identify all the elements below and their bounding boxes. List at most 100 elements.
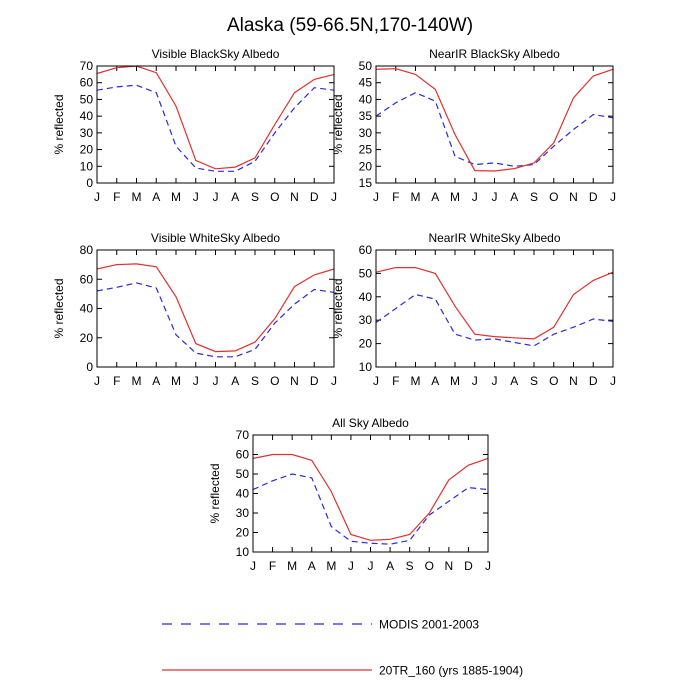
panel-5: All Sky Albedo % reflected 10 20 30 40 50 60 70 J… [208, 416, 491, 573]
panel-2-xtick-label-11: D [589, 190, 598, 204]
panel-3-xtick-label-3: A [152, 374, 160, 388]
panel-1-ytick-label-0: 0 [86, 176, 93, 190]
panel-1-ytick-label-1: 10 [80, 159, 94, 173]
panel-2-ytick-label-3: 30 [359, 126, 373, 140]
panel-4-xtick-label-4: M [450, 374, 460, 388]
panel-2-xtick-label-4: M [450, 190, 460, 204]
panel-3-xtick-label-11: D [310, 374, 319, 388]
panel-2-frame [375, 65, 614, 184]
panel-3-title: Visible WhiteSky Albedo [151, 231, 281, 245]
panel-3-xtick-label-8: S [251, 374, 259, 388]
panel-5-ytick-label-3: 40 [236, 487, 250, 501]
legend-model-label: 20TR_160 (yrs 1885-1904) [379, 664, 523, 678]
panel-1-frame [96, 65, 335, 184]
panel-3-ytick-label-2: 40 [80, 302, 94, 316]
panel-1-xtick-label-9: O [270, 190, 279, 204]
panel-1-ytick-label-3: 30 [80, 126, 94, 140]
panel-4-xtick-label-10: N [569, 374, 578, 388]
panel-5-ytick-label-2: 30 [236, 506, 250, 520]
panel-2-xtick-label-12: J [610, 190, 616, 204]
panel-1-ytick-label-5: 50 [80, 92, 94, 106]
panel-5-frame [252, 434, 489, 553]
panel-1-series-model-line [96, 65, 335, 170]
panel-3-series-model-line [96, 263, 335, 353]
panel-4-ylabel: % reflected [331, 278, 345, 338]
panel-5-xtick-label-8: S [406, 559, 414, 573]
panel-5-series-modis-line [252, 473, 489, 545]
panel-3-xtick-label-12: J [331, 374, 337, 388]
panel-2-xtick-label-0: J [373, 190, 379, 204]
panel-5-xtick-label-9: O [425, 559, 434, 573]
panel-3-series-modis-line [96, 282, 335, 358]
panel-4-ytick-label-4: 50 [359, 266, 373, 280]
panel-4: NearIR WhiteSky Albedo % reflected 10 20 30 4… [331, 231, 616, 388]
panel-1-xtick-label-0: J [94, 190, 100, 204]
panel-3-xtick-label-4: M [171, 374, 181, 388]
panel-5-ytick-label-4: 50 [236, 467, 250, 481]
panel-1-ytick-label-7: 70 [80, 59, 94, 73]
panel-3-xtick-label-5: J [193, 374, 199, 388]
panel-5-xtick-label-2: M [287, 559, 297, 573]
panel-2-xtick-label-6: J [492, 190, 498, 204]
panel-2-ytick-label-4: 35 [359, 109, 373, 123]
panel-4-ytick-label-3: 40 [359, 290, 373, 304]
panel-5-xtick-label-1: F [269, 559, 276, 573]
panel-4-xtick-label-7: A [510, 374, 518, 388]
panel-3-xtick-label-6: J [213, 374, 219, 388]
panel-2-ytick-label-2: 25 [359, 143, 373, 157]
panel-5-ytick-label-1: 20 [236, 526, 250, 540]
panel-4-xtick-label-9: O [549, 374, 558, 388]
panel-3-ytick-label-0: 0 [86, 360, 93, 374]
panel-5-series-model-line [252, 453, 489, 541]
panel-2-ytick-label-1: 20 [359, 159, 373, 173]
figure-title: Alaska (59-66.5N,170-140W) [227, 15, 473, 36]
panel-1-xtick-label-8: S [251, 190, 259, 204]
panel-4-ytick-label-1: 20 [359, 337, 373, 351]
panel-5-xtick-label-3: A [308, 559, 316, 573]
panel-1-ytick-label-2: 20 [80, 143, 94, 157]
panel-5-title: All Sky Albedo [332, 416, 409, 430]
panel-1-xtick-label-10: N [290, 190, 299, 204]
panel-3-xtick-label-7: A [231, 374, 239, 388]
panel-5-ytick-label-0: 10 [236, 545, 250, 559]
panel-3-xtick-label-2: M [132, 374, 142, 388]
panel-1-series-modis-line [96, 84, 335, 172]
panel-3-ylabel: % reflected [52, 278, 66, 338]
panel-5-xtick-label-7: A [386, 559, 394, 573]
panel-2-xtick-label-2: M [411, 190, 421, 204]
panel-3: Visible WhiteSky Albedo % reflected 0 20 40 6… [52, 231, 337, 388]
panel-4-xtick-label-5: J [472, 374, 478, 388]
panel-5-ylabel: % reflected [208, 463, 222, 523]
panel-2-series-model-line [375, 68, 614, 172]
panel-1-title: Visible BlackSky Albedo [152, 47, 280, 61]
panel-2-ylabel: % reflected [331, 94, 345, 154]
panel-1-xtick-label-12: J [331, 190, 337, 204]
panel-3-ytick-label-4: 80 [80, 243, 94, 257]
panel-4-ytick-label-5: 60 [359, 243, 373, 257]
panel-5-ytick-label-5: 60 [236, 448, 250, 462]
panel-1: Visible BlackSky Albedo % reflected 0 10 20 3… [52, 47, 337, 204]
panel-1-xtick-label-5: J [193, 190, 199, 204]
panel-3-ytick-label-3: 60 [80, 272, 94, 286]
panel-1-xtick-label-1: F [113, 190, 120, 204]
panel-1-ylabel: % reflected [52, 94, 66, 154]
panel-1-xtick-label-6: J [213, 190, 219, 204]
panel-3-xtick-label-1: F [113, 374, 120, 388]
panel-4-title: NearIR WhiteSky Albedo [428, 231, 560, 245]
panel-1-ytick-label-4: 40 [80, 109, 94, 123]
legend: MODIS 2001-2003 20TR_160 (yrs 1885-1904) [162, 618, 523, 678]
panel-2-xtick-label-9: O [549, 190, 558, 204]
panel-4-xtick-label-6: J [492, 374, 498, 388]
panel-1-xtick-label-11: D [310, 190, 319, 204]
panel-3-ytick-label-1: 20 [80, 331, 94, 345]
panel-4-series-model-line [375, 267, 614, 340]
panel-2-xtick-label-8: S [530, 190, 538, 204]
panel-5-xtick-label-5: J [348, 559, 354, 573]
panel-5-xtick-label-11: D [464, 559, 473, 573]
panel-1-xtick-label-2: M [132, 190, 142, 204]
panel-2-ytick-label-7: 50 [359, 59, 373, 73]
panel-4-xtick-label-2: M [411, 374, 421, 388]
panel-5-xtick-label-0: J [250, 559, 256, 573]
panel-5-xtick-label-12: J [485, 559, 491, 573]
